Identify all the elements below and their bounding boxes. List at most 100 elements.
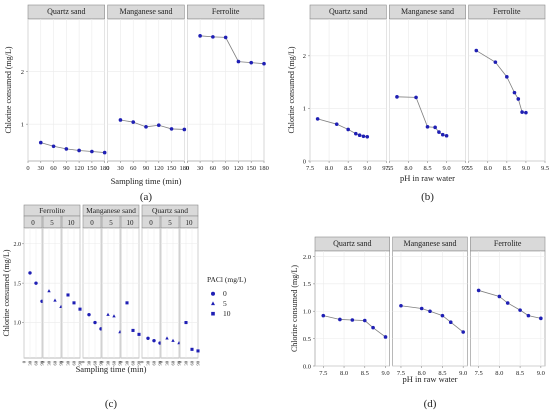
y-tick-label: 2 — [21, 69, 24, 76]
x-tick-label: 60 — [190, 360, 195, 365]
data-point — [414, 95, 418, 100]
data-point — [425, 125, 430, 129]
x-tick-label: 9.0 — [381, 370, 389, 377]
data-point — [51, 144, 56, 149]
y-tick-label: 0 — [303, 158, 306, 165]
data-point — [118, 118, 123, 122]
facet: Ferrolite 7.5 8.0 8.5 9.0 9.5 — [465, 4, 549, 172]
x-tick-label: 8.5 — [516, 370, 524, 377]
data-point — [399, 303, 403, 308]
data-point — [125, 301, 129, 305]
series-line — [120, 119, 185, 130]
x-tick-label: 8.0 — [340, 370, 348, 377]
facet-title: 5 — [168, 219, 172, 227]
x-tick-label: 0 — [26, 165, 29, 172]
data-point — [236, 59, 241, 64]
series-line — [40, 142, 105, 153]
x-tick-label: 60 — [210, 165, 217, 172]
x-tick-label: 60 — [171, 360, 176, 365]
facet: 100 30 60 90 — [178, 215, 201, 366]
x-tick-label: 9.0 — [522, 165, 530, 172]
y-tick-label: 1 — [21, 121, 24, 128]
data-point — [440, 132, 445, 137]
data-point — [156, 123, 161, 128]
data-point — [171, 338, 175, 342]
facet-title: 10 — [186, 219, 194, 227]
x-tick-label: 90 — [59, 360, 64, 365]
legend-label: 0 — [223, 289, 227, 298]
x-tick-label: 0 — [100, 360, 105, 363]
data-point — [365, 135, 370, 139]
facet-title: 5 — [109, 219, 113, 227]
x-tick-label: 90 — [63, 165, 70, 172]
legend-entry: 5 — [211, 299, 227, 308]
x-tick-label: 9.0 — [459, 370, 467, 377]
data-point — [106, 312, 110, 316]
facet-title: 0 — [149, 219, 153, 227]
facet-title: 5 — [50, 219, 54, 227]
x-tick-label: 8.0 — [325, 165, 333, 172]
facet-title: Manganese sand — [401, 7, 454, 16]
x-tick-label: 90 — [40, 360, 45, 365]
data-point — [34, 281, 38, 285]
x-tick-label: 180 — [179, 165, 189, 172]
facet-frame — [42, 227, 62, 359]
x-tick-label: 8.0 — [404, 165, 412, 172]
x-tick-label: 8.5 — [344, 165, 352, 172]
data-point — [78, 307, 82, 311]
data-point — [182, 127, 187, 132]
data-point — [152, 338, 156, 343]
facet: Manganese sand 7.5 8.0 8.5 9.0 — [392, 236, 468, 377]
data-point — [516, 97, 521, 101]
facet-title: Ferrolite — [494, 239, 522, 248]
y-axis-title: Chlorine consumed (mg/L) — [2, 249, 11, 336]
group-title: Quartz sand — [152, 206, 188, 215]
x-tick-label: 60 — [93, 360, 98, 365]
y-tick-label: 0.0 — [303, 363, 311, 370]
legend-entry: 10 — [211, 309, 231, 318]
data-point — [38, 140, 43, 145]
facet-title: Quartz sand — [329, 7, 367, 16]
facet: 00 30 60 90 — [22, 215, 45, 366]
x-axis-title: pH in raw water — [403, 374, 458, 384]
data-point — [362, 318, 367, 323]
x-tick-label: 120 — [154, 165, 164, 172]
x-tick-label: 0 — [159, 360, 164, 363]
data-point — [461, 330, 465, 334]
facet-title: Ferrolite — [493, 7, 521, 16]
series-line — [323, 315, 386, 338]
x-tick-label: 60 — [112, 360, 117, 365]
x-tick-label: 30 — [125, 360, 130, 365]
facet-frame — [314, 250, 390, 367]
x-tick-label: 0 — [119, 360, 124, 363]
x-tick-label: 8.0 — [495, 370, 503, 377]
legend-label: 10 — [223, 309, 231, 318]
data-point — [66, 293, 70, 297]
data-point — [77, 148, 81, 153]
data-point — [64, 147, 69, 151]
x-tick-label: 30 — [146, 360, 151, 365]
x-tick-label: 7.5 — [319, 370, 327, 377]
data-point — [47, 289, 51, 293]
x-tick-label: 30 — [165, 360, 170, 365]
x-tick-label: 60 — [50, 165, 57, 172]
facet: Ferrolite 7.5 8.0 8.5 9.0 — [470, 236, 546, 377]
data-point — [169, 127, 174, 131]
data-point — [437, 130, 441, 134]
facet: 00 30 60 90 — [81, 215, 104, 366]
facet-title: 0 — [31, 219, 35, 227]
facet-title: Manganese sand — [119, 7, 172, 16]
x-tick-label: 9.5 — [541, 165, 549, 172]
data-point — [196, 349, 200, 353]
facet-title: 10 — [127, 219, 135, 227]
data-point — [539, 316, 543, 321]
x-tick-label: 30 — [197, 165, 204, 172]
x-tick-label: 9.5 — [462, 165, 470, 172]
x-tick-label: 90 — [158, 360, 163, 365]
